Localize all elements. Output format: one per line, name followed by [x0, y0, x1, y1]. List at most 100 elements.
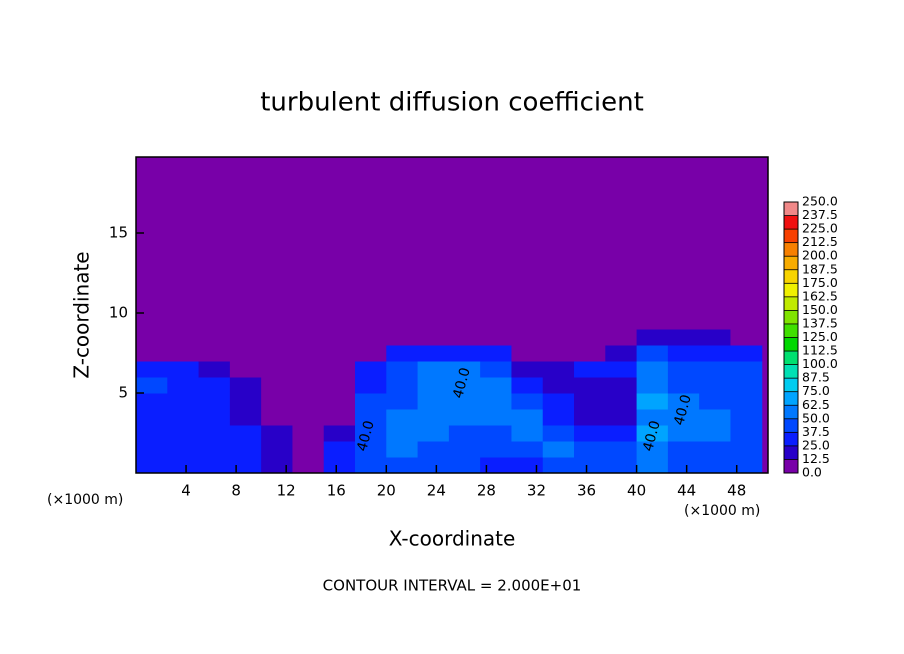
field-cell [292, 329, 325, 346]
field-cell [574, 441, 606, 458]
field-cell [355, 361, 387, 378]
colorbar-band [784, 351, 798, 365]
field-cell [574, 329, 606, 346]
field-cell [480, 377, 512, 394]
field-cell [667, 393, 700, 410]
field-cell [574, 361, 606, 378]
field-cell [605, 393, 638, 410]
field-cell [667, 425, 700, 442]
colorbar-label: 225.0 [802, 221, 838, 236]
field-cell [667, 313, 700, 330]
field-cell [167, 425, 200, 442]
field-cell [730, 457, 763, 474]
colorbar-label: 12.5 [802, 451, 830, 466]
field-cell [386, 377, 419, 394]
field-cell [605, 313, 638, 330]
field-cell [636, 377, 669, 394]
y-unit-label: (×1000 m) [47, 492, 123, 508]
field-cell [636, 393, 669, 410]
field-cell [386, 345, 419, 362]
field-cell [542, 425, 575, 442]
x-axis-label: X-coordinate [389, 527, 516, 551]
field-cell [730, 329, 763, 346]
y-tick-label: 15 [109, 224, 128, 242]
field-cell [355, 393, 387, 410]
colorbar-band [784, 391, 798, 406]
field-cell [542, 377, 575, 394]
x-tick-label: 28 [477, 482, 496, 500]
field-cell [198, 441, 231, 458]
field-cell [167, 393, 200, 410]
field-cell [511, 425, 544, 442]
x-tick-label: 8 [231, 482, 241, 500]
field-cell [136, 345, 168, 362]
field-cell [261, 361, 293, 378]
field-cell [511, 441, 544, 458]
y-tick-label: 5 [118, 384, 128, 402]
x-tick-label: 44 [677, 482, 696, 500]
field-cell [136, 393, 168, 410]
field-cell [730, 361, 763, 378]
y-tick-label: 10 [109, 304, 128, 322]
field-cell [417, 393, 450, 410]
colorbar-label: 250.0 [802, 194, 838, 209]
colorbar-band [784, 215, 798, 230]
field-cell [136, 409, 168, 426]
colorbar-label: 137.5 [802, 315, 838, 330]
field-cell [699, 441, 731, 458]
field-cell [511, 313, 544, 330]
field-cell [730, 409, 763, 426]
field-cell [198, 361, 231, 378]
colorbar-band [784, 432, 798, 446]
field-cell [636, 361, 669, 378]
field-cell [699, 361, 731, 378]
field-cell [480, 457, 512, 474]
field-cell [511, 361, 544, 378]
colorbar-label: 237.5 [802, 207, 838, 222]
field-cell [417, 457, 450, 474]
colorbar-band [784, 459, 798, 473]
field-cell [386, 329, 419, 346]
field-cell [480, 329, 512, 346]
field-cell [636, 457, 669, 474]
x-tick-label: 36 [577, 482, 596, 500]
field-cell [136, 377, 168, 394]
field-cell [355, 409, 387, 426]
field-cell [605, 329, 638, 346]
field-cell [480, 345, 512, 362]
x-tick-label: 40 [627, 482, 646, 500]
y-axis-label: Z-coordinate [70, 251, 94, 378]
x-tick-label: 20 [377, 482, 396, 500]
colorbar-band [784, 269, 798, 284]
field-cell [323, 313, 356, 330]
field-cell [636, 409, 669, 426]
x-tick-label: 4 [181, 482, 191, 500]
colorbar-label: 37.5 [802, 424, 830, 439]
field-cell [574, 409, 606, 426]
x-tick-label: 12 [277, 482, 296, 500]
field-cell [136, 313, 168, 330]
field-cell [136, 457, 168, 474]
x-tick-label: 48 [727, 482, 746, 500]
colorbar-label: 112.5 [802, 343, 838, 358]
field-cell [261, 441, 293, 458]
field-cell [198, 313, 231, 330]
field-cell [292, 361, 325, 378]
field-cell [730, 393, 763, 410]
contour-label: 40.0 [671, 393, 695, 427]
field-cell [292, 425, 325, 442]
field-cell [355, 345, 387, 362]
field-cell [198, 409, 231, 426]
field-cell [574, 425, 606, 442]
field-cell [323, 345, 356, 362]
field-cell [730, 425, 763, 442]
colorbar-band [784, 323, 798, 338]
field-cell [198, 329, 231, 346]
field-cell [136, 441, 168, 458]
field-cell [480, 393, 512, 410]
field-cell [448, 425, 481, 442]
colorbar-band [784, 364, 798, 379]
field-cell [136, 425, 168, 442]
field-cell [386, 361, 419, 378]
field-cell [167, 377, 200, 394]
